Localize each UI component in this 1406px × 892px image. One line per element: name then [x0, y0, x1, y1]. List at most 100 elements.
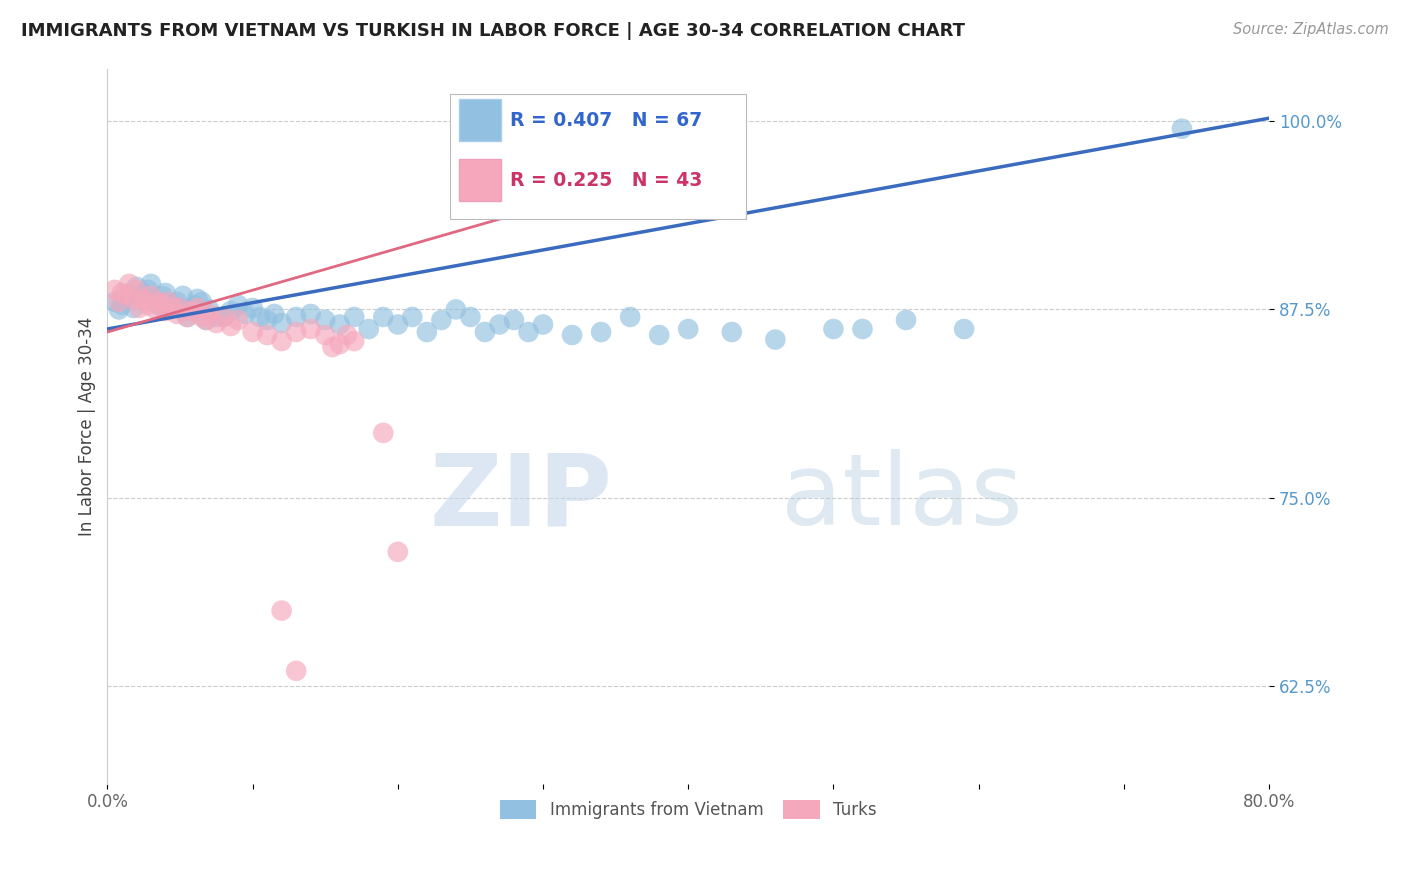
Point	[108, 302, 131, 317]
Point	[111, 298, 134, 312]
Point	[162, 298, 184, 312]
Point	[242, 325, 264, 339]
Point	[166, 294, 188, 309]
Point	[152, 298, 174, 312]
Point	[314, 313, 336, 327]
Point	[503, 313, 526, 327]
Point	[357, 322, 380, 336]
Text: atlas: atlas	[782, 450, 1022, 546]
Point	[152, 289, 174, 303]
Point	[270, 604, 292, 618]
Point	[198, 302, 221, 317]
Point	[157, 302, 180, 317]
Point	[118, 287, 141, 301]
Point	[205, 316, 228, 330]
Point	[142, 292, 165, 306]
Point	[195, 313, 218, 327]
Point	[136, 298, 159, 312]
Point	[226, 298, 249, 312]
Point	[169, 301, 191, 315]
Point	[104, 283, 127, 297]
Point	[285, 310, 308, 324]
Point	[444, 302, 467, 317]
Point	[1171, 121, 1194, 136]
Point	[285, 664, 308, 678]
Point	[166, 307, 188, 321]
Point	[488, 318, 510, 332]
Point	[256, 328, 278, 343]
Point	[157, 294, 180, 309]
Point	[198, 307, 221, 321]
Point	[136, 283, 159, 297]
Point	[823, 322, 845, 336]
Point	[186, 292, 208, 306]
Point	[226, 313, 249, 327]
Point	[219, 304, 242, 318]
Point	[122, 301, 145, 315]
Point	[128, 301, 150, 315]
Point	[373, 310, 395, 324]
Point	[591, 325, 613, 339]
Point	[212, 310, 235, 324]
Point	[172, 289, 194, 303]
Legend: Immigrants from Vietnam, Turks: Immigrants from Vietnam, Turks	[494, 793, 883, 825]
Point	[561, 328, 583, 343]
Point	[148, 294, 170, 309]
Point	[219, 318, 242, 333]
Point	[343, 310, 366, 324]
Point	[336, 328, 359, 343]
Point	[720, 325, 742, 339]
Point	[155, 285, 177, 300]
Point	[104, 294, 127, 309]
Point	[416, 325, 439, 339]
Point	[212, 310, 235, 324]
Point	[321, 340, 343, 354]
Point	[180, 301, 202, 315]
Point	[894, 313, 917, 327]
Text: Source: ZipAtlas.com: Source: ZipAtlas.com	[1233, 22, 1389, 37]
Point	[132, 285, 155, 300]
Point	[299, 322, 322, 336]
Point	[249, 310, 271, 324]
Point	[401, 310, 423, 324]
Text: ZIP: ZIP	[430, 450, 613, 546]
Point	[180, 304, 202, 318]
Point	[142, 301, 165, 315]
Point	[343, 334, 366, 348]
Point	[329, 337, 352, 351]
Point	[460, 310, 482, 324]
Point	[387, 318, 409, 332]
Point	[176, 310, 198, 324]
Text: R = 0.407   N = 67: R = 0.407 N = 67	[510, 112, 703, 130]
Point	[851, 322, 873, 336]
Point	[619, 310, 641, 324]
Point	[242, 301, 264, 315]
Text: R = 0.225   N = 43: R = 0.225 N = 43	[510, 171, 703, 190]
Point	[118, 277, 141, 291]
Y-axis label: In Labor Force | Age 30-34: In Labor Force | Age 30-34	[79, 317, 96, 536]
Point	[155, 304, 177, 318]
Point	[132, 292, 155, 306]
Point	[676, 322, 699, 336]
Point	[122, 292, 145, 306]
Point	[111, 285, 134, 300]
Point	[648, 328, 671, 343]
Point	[430, 313, 453, 327]
Text: IMMIGRANTS FROM VIETNAM VS TURKISH IN LABOR FORCE | AGE 30-34 CORRELATION CHART: IMMIGRANTS FROM VIETNAM VS TURKISH IN LA…	[21, 22, 965, 40]
Point	[183, 298, 205, 312]
Point	[474, 325, 496, 339]
Point	[191, 310, 214, 324]
Point	[763, 333, 786, 347]
Point	[373, 425, 395, 440]
Point	[195, 313, 218, 327]
Point	[176, 310, 198, 324]
Point	[139, 289, 162, 303]
Point	[125, 283, 148, 297]
Point	[114, 292, 136, 306]
FancyBboxPatch shape	[460, 159, 501, 201]
Point	[125, 280, 148, 294]
Point	[205, 310, 228, 324]
Point	[108, 294, 131, 309]
Point	[953, 322, 976, 336]
Point	[387, 545, 409, 559]
